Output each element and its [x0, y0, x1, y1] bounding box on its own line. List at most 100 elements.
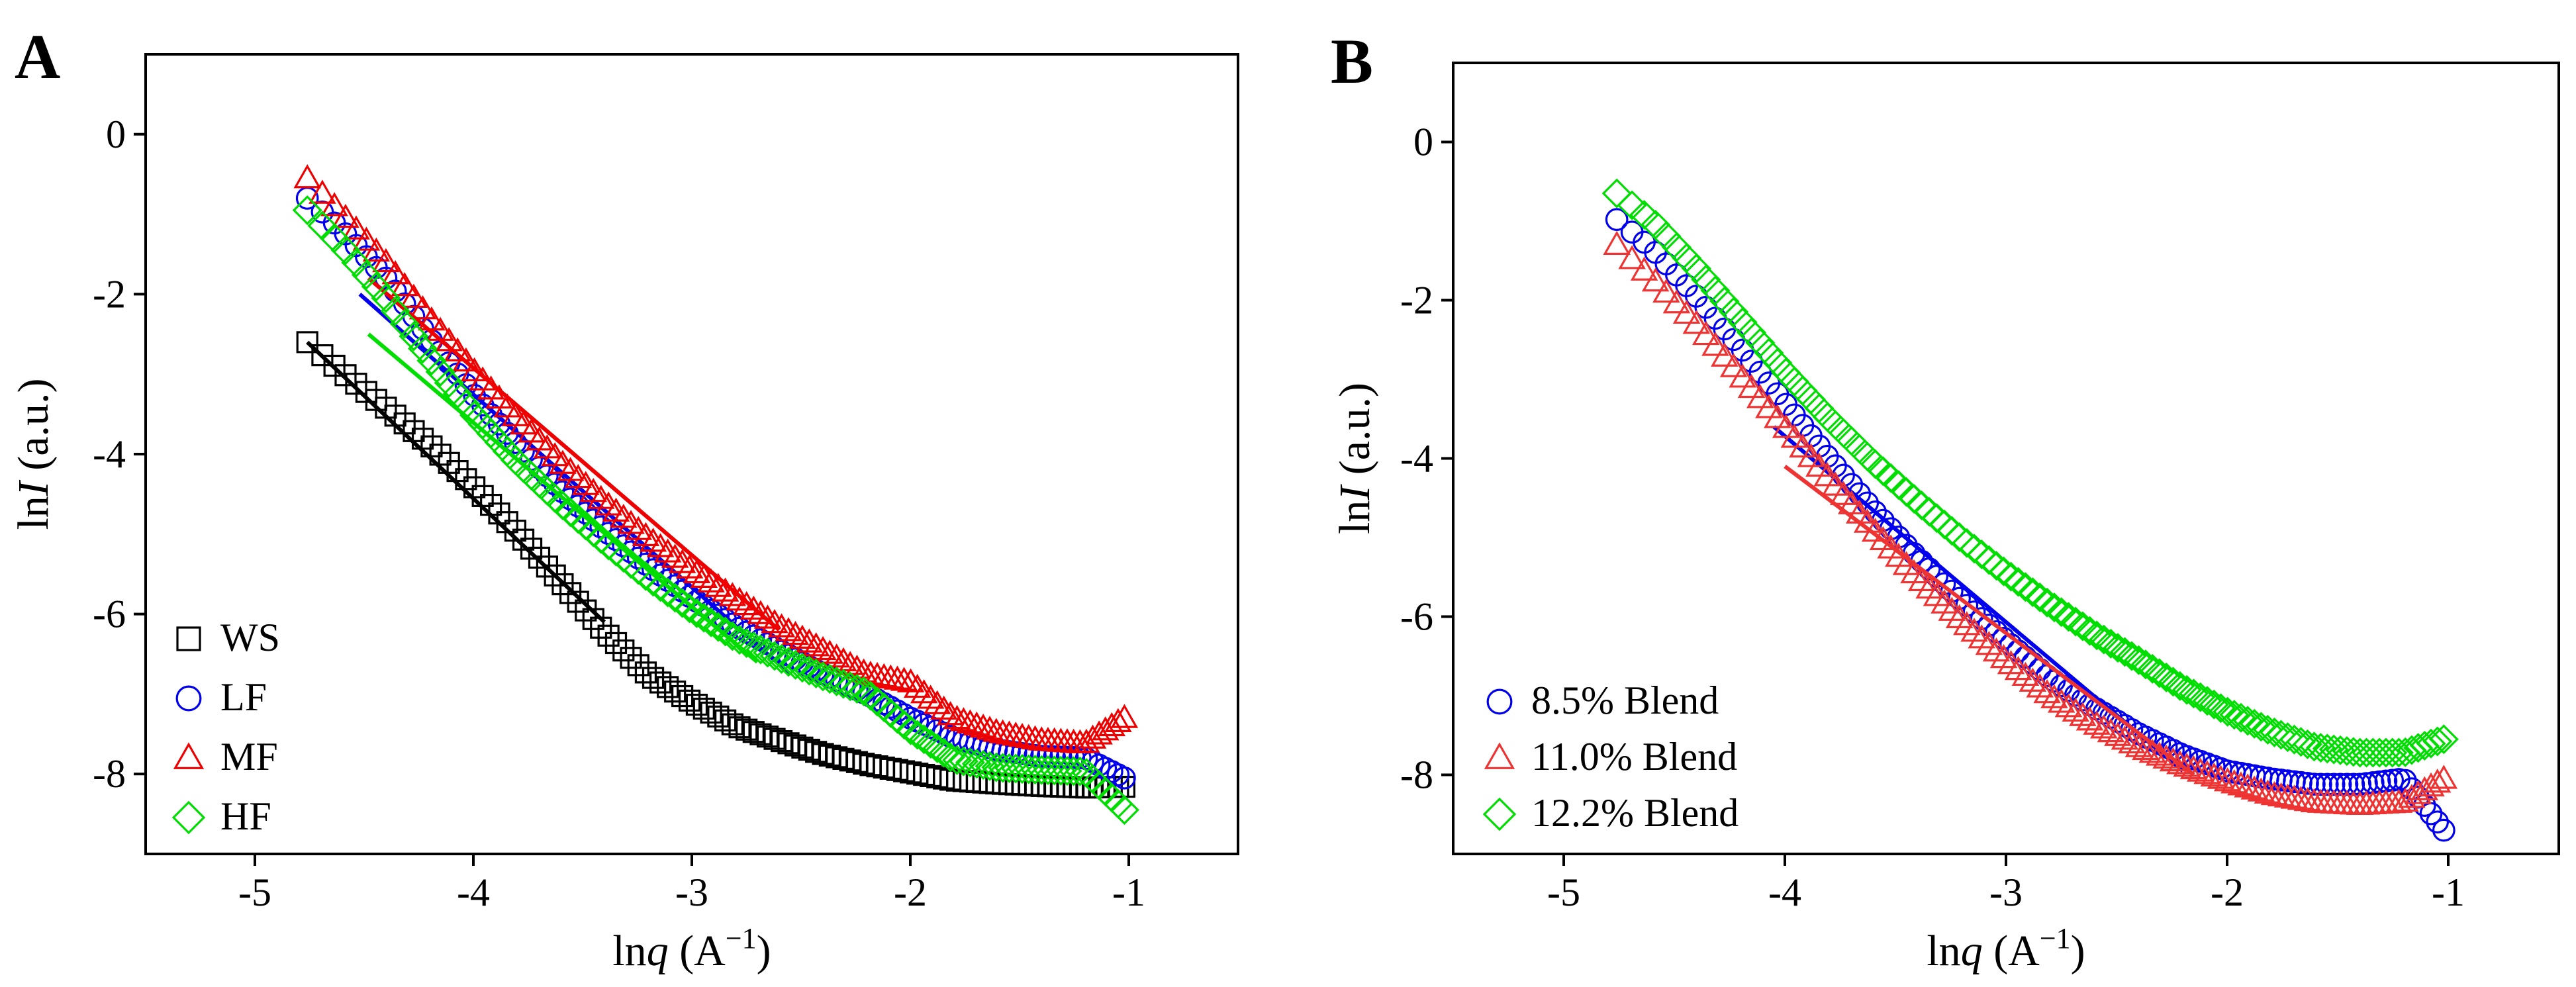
data-point	[780, 649, 810, 680]
data-point	[653, 577, 683, 608]
data-point	[2090, 714, 2118, 739]
panel-a: A -5 -4 -3 -2 -1 0 -2 -4 -6 -8 lnq (A−1) lnI (a.u.) W…	[9, 21, 1239, 975]
data-point	[429, 444, 452, 466]
x-axis-label: lnq (A−1)	[612, 922, 771, 975]
legend-label: HF	[220, 794, 271, 838]
data-point	[2280, 784, 2309, 809]
data-point	[2383, 737, 2414, 768]
data-point	[1829, 481, 1858, 505]
data-point	[982, 718, 1010, 742]
data-point	[332, 203, 359, 228]
data-point	[1944, 522, 1975, 552]
data-point	[2428, 724, 2459, 755]
data-point	[809, 635, 837, 661]
data-point	[2226, 702, 2256, 733]
data-point	[597, 624, 620, 647]
data-point	[2118, 729, 2146, 754]
data-point	[759, 641, 790, 671]
data-point	[1109, 795, 1139, 825]
panel-letter: A	[15, 21, 60, 92]
data-point	[2117, 641, 2147, 671]
data-point	[2299, 731, 2329, 762]
data-point	[391, 271, 418, 297]
data-point	[2315, 773, 2339, 796]
data-point	[732, 628, 762, 658]
data-point	[936, 701, 965, 726]
data-point	[1104, 708, 1132, 732]
data-point	[1026, 755, 1057, 785]
data-point	[342, 215, 370, 240]
data-point	[1618, 245, 1646, 269]
data-point	[1821, 471, 1850, 496]
data-point	[1970, 607, 1993, 630]
data-point	[1780, 424, 1809, 448]
legend-label: MF	[220, 735, 278, 778]
legend-label: 12.2% Blend	[1531, 791, 1739, 835]
data-point	[2124, 733, 2153, 757]
data-point	[551, 573, 574, 596]
data-point	[2287, 786, 2315, 810]
data-point	[2322, 773, 2346, 796]
data-point	[749, 723, 772, 745]
data-point	[1029, 745, 1053, 768]
data-point	[903, 673, 931, 698]
series-ws	[296, 331, 1136, 799]
data-point	[822, 643, 851, 668]
data-point	[2054, 693, 2083, 718]
data-point	[2046, 597, 2077, 628]
data-point	[685, 693, 708, 716]
data-point	[1113, 766, 1136, 790]
data-point	[1837, 490, 1866, 514]
data-point	[1045, 755, 1076, 786]
data-point	[795, 628, 824, 653]
data-point	[700, 701, 722, 724]
data-point	[843, 655, 871, 679]
fit-line	[367, 276, 781, 632]
data-point	[2325, 735, 2356, 765]
data-point	[2130, 649, 2161, 680]
series-mf	[293, 164, 1139, 753]
x-tick-label: -4	[1768, 870, 1801, 914]
data-point	[408, 334, 438, 364]
data-point	[943, 704, 971, 729]
data-point	[1020, 755, 1051, 785]
data-point	[788, 624, 816, 649]
data-point	[1000, 753, 1031, 784]
data-point	[816, 639, 844, 664]
data-point	[930, 695, 958, 720]
data-point	[1672, 299, 1701, 324]
data-point	[2335, 773, 2359, 796]
data-point	[2260, 780, 2289, 806]
data-point	[632, 522, 660, 546]
data-point	[675, 593, 705, 624]
data-point	[2205, 693, 2236, 724]
data-point	[1014, 754, 1044, 784]
data-point	[1813, 462, 1841, 487]
data-point	[2426, 810, 2450, 834]
data-point	[2185, 682, 2216, 712]
data-point	[916, 684, 945, 709]
x-tick-label: -3	[1989, 870, 2023, 914]
data-point	[2109, 637, 2140, 667]
data-point	[976, 716, 1004, 740]
data-point	[995, 720, 1024, 745]
data-point	[1008, 722, 1036, 747]
data-point	[896, 715, 926, 745]
data-point	[752, 637, 783, 668]
data-point	[981, 752, 1012, 782]
data-point	[612, 639, 635, 662]
data-point	[2234, 773, 2262, 798]
data-point	[2138, 739, 2167, 763]
data-point	[1603, 230, 1631, 255]
data-point	[1601, 178, 1632, 209]
series-11-0-blend	[1603, 230, 2458, 815]
data-point	[2123, 645, 2154, 675]
data-point	[351, 259, 381, 290]
data-point	[416, 346, 447, 376]
data-point	[988, 753, 1018, 783]
data-point	[2273, 783, 2302, 808]
data-point	[994, 753, 1024, 784]
data-point	[1974, 545, 2004, 575]
data-point	[714, 709, 737, 731]
